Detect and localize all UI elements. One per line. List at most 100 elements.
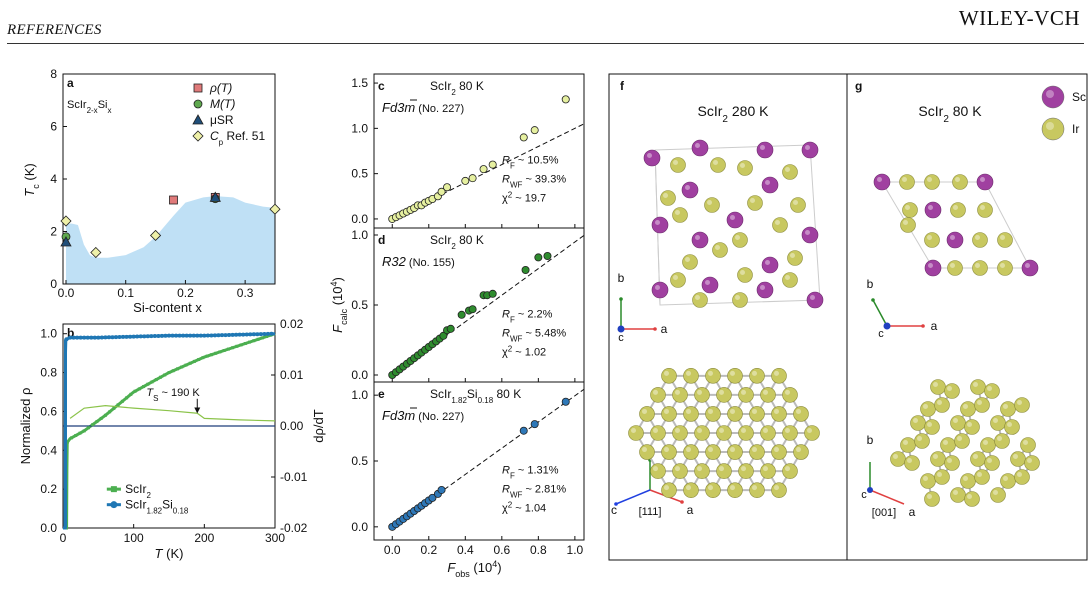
data-point (96, 335, 101, 340)
ir-atom (934, 397, 950, 413)
sphere-highlight (810, 295, 815, 300)
ir-atom (804, 425, 820, 441)
ir-legend-sphere (1041, 117, 1065, 141)
sphere-highlight (752, 447, 757, 453)
sc-atom (801, 141, 819, 159)
tspan: ~ 5.48% (522, 327, 566, 339)
ir-atom (997, 232, 1013, 248)
sphere-highlight (697, 466, 702, 472)
data-point (177, 333, 182, 338)
sphere-highlight (1046, 122, 1054, 130)
data-point (121, 334, 126, 339)
y-tick-label: 0.0 (351, 520, 368, 534)
data-point (218, 350, 222, 354)
sphere-highlight (730, 370, 735, 376)
ir-atom (771, 406, 787, 422)
fit-statistic: χ2 ~ 1.04 (502, 500, 546, 515)
y2-tick-label: -0.02 (280, 521, 308, 535)
sphere-highlight (774, 408, 779, 414)
sphere-highlight (750, 198, 755, 203)
ir-atom (650, 387, 666, 403)
legend-label: ρ(T) (209, 81, 232, 95)
ir-atom (944, 455, 960, 471)
ir-atom (716, 387, 732, 403)
tspan: χ (502, 346, 508, 358)
ir-atom (705, 444, 721, 460)
data-point (195, 333, 200, 338)
ir-atom (960, 473, 976, 489)
tspan: R (502, 308, 510, 320)
x-tick-label: 0.1 (117, 286, 134, 300)
data-point (184, 333, 189, 338)
sphere-highlight (975, 235, 980, 240)
tspan: 2 (943, 114, 949, 125)
plot-frame (373, 227, 585, 383)
ir-atom (661, 444, 677, 460)
annotation-arrowhead (194, 407, 201, 414)
sphere-highlight (675, 466, 680, 472)
data-point (133, 389, 137, 393)
tspan: WF (510, 490, 523, 499)
b-axis-arrow (872, 299, 888, 327)
sc-atom (873, 173, 891, 191)
panel-label: f (620, 79, 625, 93)
direction-label: [001] (872, 507, 896, 519)
ir-atom (694, 425, 710, 441)
ir-atom (1014, 397, 1030, 413)
tspan: (No. 227) (415, 411, 464, 423)
data-point (135, 334, 140, 339)
y-tick-label: 0.8 (40, 366, 57, 380)
fit-statistic: RF ~ 10.5% (502, 154, 559, 170)
tspan: ScIr (67, 99, 87, 111)
sphere-highlight (686, 408, 691, 414)
data-point (95, 420, 99, 424)
ir-atom (924, 232, 940, 248)
fit-statistic: RF ~ 2.2% (502, 308, 553, 324)
sphere-highlight (902, 177, 907, 182)
tspan: 4 (492, 559, 497, 569)
ir-atom (650, 425, 666, 441)
data-point (237, 332, 242, 337)
tspan: 1.82 (147, 506, 163, 515)
sphere-highlight (796, 447, 801, 453)
tspan: F (330, 324, 345, 333)
fit-statistic: RWF ~ 39.3% (502, 173, 566, 189)
tspan: R (502, 484, 510, 496)
sphere-highlight (675, 428, 680, 433)
data-point (110, 335, 115, 340)
x-tick-label: 0.8 (530, 543, 547, 557)
data-point (156, 333, 161, 338)
sphere-highlight (953, 490, 958, 495)
data-point (103, 335, 108, 340)
sphere-highlight (719, 389, 724, 395)
sphere-highlight (695, 295, 700, 300)
data-point (239, 343, 243, 347)
sphere-highlight (967, 494, 972, 499)
sc-atom (976, 173, 994, 191)
data-point (488, 160, 497, 169)
data-point (174, 333, 179, 338)
sphere-highlight (953, 418, 958, 423)
tspan: R (502, 154, 510, 166)
ir-atom (712, 242, 728, 258)
structure-frame (608, 73, 1088, 561)
data-point (114, 335, 118, 340)
data-point (150, 380, 154, 384)
y-tick-label: 0.5 (351, 298, 368, 312)
ir-atom (990, 415, 1006, 431)
x-tick-label: 200 (194, 531, 214, 545)
ir-atom (771, 368, 787, 384)
data-point (192, 359, 196, 363)
publisher-logo: WILEY-VCH (958, 6, 1080, 30)
tspan: 4 (329, 281, 339, 286)
sphere-highlight (740, 270, 745, 275)
arrow-tip (619, 297, 623, 301)
sphere-highlight (907, 458, 912, 463)
data-point (461, 176, 470, 185)
ir-atom (683, 444, 699, 460)
data-point (91, 423, 95, 427)
data-point (103, 413, 107, 417)
ir-atom (727, 406, 743, 422)
sphere-highlight (1017, 400, 1022, 405)
sphere-highlight (713, 160, 718, 165)
